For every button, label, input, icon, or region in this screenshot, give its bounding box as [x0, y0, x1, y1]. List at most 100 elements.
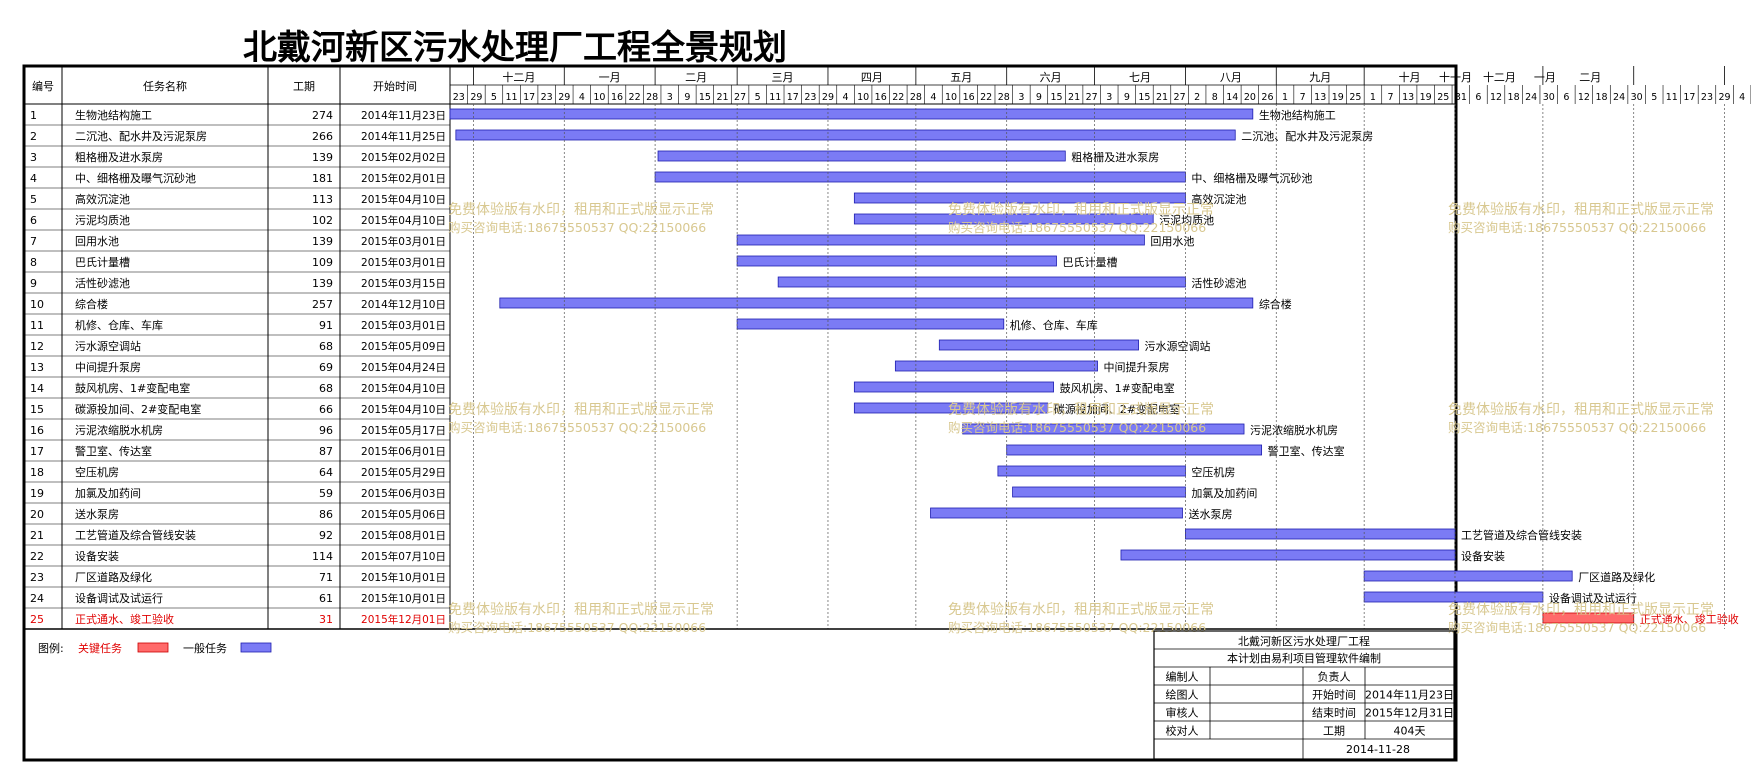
task-name: 加氯及加药间 — [75, 486, 141, 500]
column-header: 编号 — [32, 79, 54, 93]
watermark-text: 购买咨询电话:18675550537 QQ:22150066 — [948, 220, 1206, 235]
day-tick-label: 17 — [523, 92, 535, 103]
task-duration: 109 — [312, 256, 333, 269]
task-id: 4 — [30, 172, 37, 185]
day-tick-label: 5 — [755, 92, 761, 103]
watermark-text: 购买咨询电话:18675550537 QQ:22150066 — [448, 620, 706, 635]
day-tick-label: 8 — [1212, 92, 1218, 103]
task-bar-label: 鼓风机房、1#变配电室 — [1060, 381, 1175, 395]
task-id: 8 — [30, 256, 37, 269]
task-id: 21 — [30, 529, 44, 542]
month-label: 九月 — [1309, 71, 1331, 84]
task-bar-label: 厂区道路及绿化 — [1578, 570, 1655, 584]
column-header: 任务名称 — [143, 79, 187, 93]
task-bar-label: 正式通水、竣工验收 — [1640, 612, 1739, 626]
title-block-cell: 审核人 — [1166, 706, 1199, 720]
task-bar — [1120, 549, 1456, 561]
task-bar-label: 设备安装 — [1461, 549, 1505, 563]
title-block-cell: 2015年12月31日 — [1365, 706, 1454, 720]
task-name: 厂区道路及绿化 — [75, 570, 152, 584]
title-block-cell: 编制人 — [1166, 670, 1199, 684]
task-bar — [736, 318, 1005, 330]
month-label: 三月 — [772, 71, 794, 84]
task-name: 活性砂滤池 — [75, 276, 130, 290]
task-name: 设备调试及试运行 — [75, 591, 163, 605]
task-bar-label: 生物池结构施工 — [1259, 108, 1336, 122]
column-header: 工期 — [293, 80, 315, 93]
month-label: 六月 — [1040, 71, 1062, 84]
task-duration: 102 — [312, 214, 333, 227]
task-name: 污泥均质池 — [75, 214, 130, 227]
task-duration: 91 — [319, 319, 333, 332]
title-block-project: 北戴河新区污水处理厂工程 — [1238, 634, 1370, 648]
task-start: 2015年05月09日 — [361, 340, 446, 353]
task-bar-label: 污泥浓缩脱水机房 — [1250, 423, 1338, 437]
day-tick-label: 9 — [1036, 92, 1042, 103]
title-block-cell: 开始时间 — [1312, 688, 1356, 702]
title-block-cell: 结束时间 — [1312, 707, 1356, 720]
task-start: 2015年06月03日 — [361, 487, 446, 500]
task-bar — [777, 276, 1186, 288]
task-start: 2015年05月29日 — [361, 466, 446, 479]
task-bar — [1363, 591, 1544, 603]
day-tick-label: 3 — [667, 92, 673, 103]
day-tick-label: 21 — [1068, 92, 1080, 103]
task-id: 23 — [30, 571, 44, 584]
task-start: 2015年05月17日 — [361, 424, 446, 437]
day-tick-label: 22 — [892, 92, 904, 103]
title-block-cell: 绘图人 — [1166, 688, 1199, 702]
day-tick-label: 21 — [716, 92, 728, 103]
task-id: 9 — [30, 277, 37, 290]
task-duration: 114 — [312, 550, 333, 563]
task-bar — [1006, 444, 1263, 456]
day-tick-label: 29 — [822, 92, 834, 103]
task-duration: 257 — [312, 298, 333, 311]
day-tick-label: 23 — [804, 92, 816, 103]
task-start: 2015年06月01日 — [361, 445, 446, 458]
task-id: 3 — [30, 151, 37, 164]
day-tick-label: 15 — [1050, 92, 1062, 103]
task-duration: 68 — [319, 382, 333, 395]
day-tick-label: 16 — [963, 92, 975, 103]
day-tick-label: 12 — [1490, 92, 1502, 103]
task-bar-label: 二沉池、配水井及污泥泵房 — [1241, 129, 1373, 143]
title-block-cell: 2014年11月23日 — [1365, 688, 1454, 702]
task-duration: 61 — [319, 592, 333, 605]
task-bar-label: 送水泵房 — [1189, 507, 1233, 521]
task-start: 2015年02月01日 — [361, 172, 446, 185]
task-start: 2015年10月01日 — [361, 571, 446, 584]
task-bar — [1363, 570, 1573, 582]
day-tick-label: 25 — [1349, 92, 1361, 103]
day-tick-label: 9 — [1124, 92, 1130, 103]
task-bar — [1185, 528, 1456, 540]
task-start: 2014年12月10日 — [361, 298, 446, 311]
day-tick-label: 18 — [1508, 92, 1520, 103]
task-id: 25 — [30, 613, 44, 626]
task-id: 5 — [30, 193, 37, 206]
task-name: 巴氏计量槽 — [75, 256, 130, 269]
day-tick-label: 7 — [1300, 92, 1306, 103]
task-start: 2015年04月10日 — [361, 403, 446, 416]
task-id: 17 — [30, 445, 44, 458]
task-bar-label: 综合楼 — [1259, 297, 1292, 311]
day-tick-label: 23 — [453, 92, 465, 103]
task-duration: 87 — [319, 445, 333, 458]
task-name: 粗格栅及进水泵房 — [75, 150, 163, 164]
task-bar-label: 活性砂滤池 — [1191, 276, 1246, 290]
day-tick-label: 11 — [505, 92, 517, 103]
task-start: 2015年07月10日 — [361, 550, 446, 563]
day-tick-label: 4 — [930, 92, 936, 103]
task-bar-label: 污水源空调站 — [1145, 339, 1211, 353]
task-duration: 139 — [312, 235, 333, 248]
task-id: 13 — [30, 361, 44, 374]
task-start: 2015年10月01日 — [361, 592, 446, 605]
task-bar — [736, 234, 1145, 246]
day-tick-label: 15 — [699, 92, 711, 103]
watermark-text: 免费体验版有水印，租用和正式版显示正常 — [1448, 402, 1714, 418]
task-name: 机修、仓库、车库 — [75, 318, 163, 332]
task-duration: 86 — [319, 508, 333, 521]
day-tick-label: 16 — [611, 92, 623, 103]
day-tick-label: 10 — [945, 92, 957, 103]
day-tick-label: 4 — [843, 92, 849, 103]
task-id: 11 — [30, 319, 44, 332]
